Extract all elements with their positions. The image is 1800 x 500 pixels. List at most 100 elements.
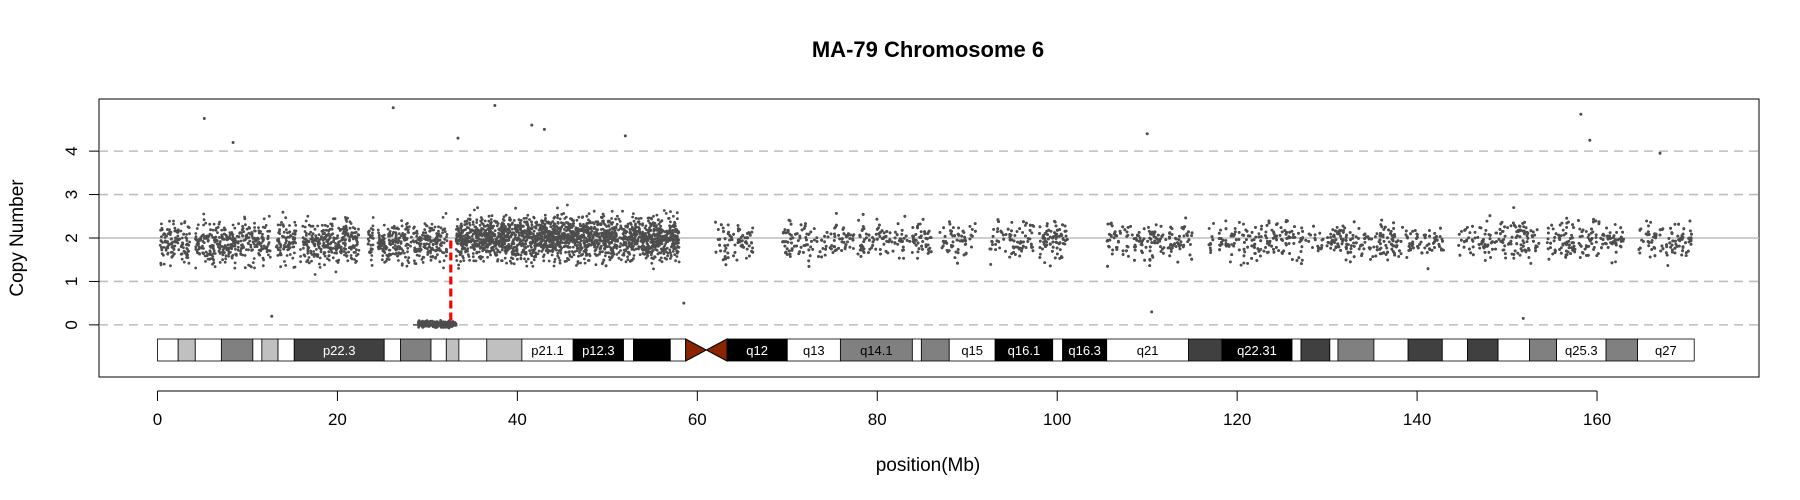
- data-point: [160, 252, 164, 256]
- data-point: [316, 236, 319, 240]
- data-point: [458, 253, 462, 257]
- data-point: [519, 224, 523, 227]
- data-point: [638, 253, 642, 256]
- data-point: [603, 239, 607, 243]
- data-point: [237, 222, 241, 226]
- data-point: [646, 254, 650, 258]
- data-point: [572, 224, 575, 228]
- data-point: [599, 215, 603, 219]
- data-point: [220, 233, 224, 237]
- data-point: [267, 253, 270, 257]
- data-point: [587, 259, 591, 262]
- data-point: [474, 259, 478, 263]
- data-point: [659, 256, 663, 260]
- data-point: [327, 254, 331, 257]
- data-point: [328, 235, 332, 238]
- data-point: [627, 236, 631, 240]
- data-point: [596, 253, 599, 257]
- data-point: [515, 226, 519, 230]
- data-point: [215, 242, 219, 246]
- data-point: [669, 210, 672, 214]
- data-point: [251, 240, 255, 244]
- data-point: [515, 244, 519, 247]
- data-point: [257, 240, 261, 244]
- data-point: [388, 242, 392, 246]
- data-point: [334, 237, 338, 240]
- data-point: [413, 259, 416, 263]
- ideogram-band: [1188, 338, 1223, 362]
- data-point: [231, 223, 235, 227]
- data-point: [311, 236, 314, 240]
- data-point: [662, 209, 666, 212]
- data-point: [421, 261, 425, 264]
- data-point: [350, 257, 354, 261]
- data-point: [445, 249, 448, 253]
- data-point: [188, 232, 191, 236]
- ideogram-band: [486, 338, 523, 362]
- data-point: [428, 226, 432, 230]
- data-point: [267, 243, 270, 246]
- data-point: [645, 239, 648, 243]
- data-point: [315, 248, 318, 251]
- data-point: [610, 222, 614, 226]
- data-point: [378, 238, 381, 242]
- data-point: [557, 243, 560, 246]
- data-point: [553, 238, 556, 242]
- data-point: [637, 235, 641, 239]
- data-point: [487, 225, 491, 229]
- data-point: [588, 235, 592, 238]
- data-point: [510, 261, 513, 265]
- data-point: [320, 235, 323, 239]
- data-point: [466, 253, 470, 256]
- data-point: [164, 248, 168, 252]
- data-point: [449, 321, 453, 324]
- data-point: [531, 251, 535, 255]
- data-point: [634, 216, 638, 220]
- data-point: [544, 249, 548, 253]
- data-point: [552, 241, 555, 245]
- data-point: [610, 239, 614, 243]
- data-point: [334, 242, 337, 245]
- data-point: [483, 246, 487, 250]
- data-point: [172, 222, 175, 226]
- data-point: [556, 206, 559, 210]
- data-point: [309, 249, 312, 253]
- data-point: [614, 217, 617, 221]
- data-point: [672, 214, 675, 218]
- data-point: [511, 221, 514, 225]
- data-point: [393, 244, 397, 247]
- data-point: [299, 255, 302, 258]
- data-point: [674, 227, 677, 231]
- data-point: [475, 221, 479, 224]
- data-point: [253, 266, 256, 270]
- data-point: [343, 253, 346, 257]
- data-point: [549, 225, 553, 229]
- data-point: [524, 260, 528, 263]
- data-point: [478, 247, 482, 250]
- data-point: [472, 259, 476, 263]
- data-point: [530, 261, 533, 265]
- data-point: [282, 230, 286, 234]
- data-point: [438, 260, 442, 264]
- data-point: [456, 218, 459, 221]
- data-point: [655, 248, 659, 252]
- data-point: [469, 230, 472, 234]
- data-point: [564, 244, 567, 248]
- data-point: [202, 241, 206, 245]
- data-point: [185, 239, 189, 242]
- data-point: [378, 236, 381, 240]
- data-point: [407, 261, 411, 264]
- data-point: [594, 228, 598, 231]
- data-point: [324, 228, 328, 232]
- data-point: [480, 218, 484, 221]
- data-point: [252, 257, 256, 260]
- data-point: [428, 245, 431, 249]
- data-point: [230, 232, 234, 236]
- data-point: [510, 256, 513, 260]
- data-point: [173, 244, 177, 248]
- ideogram-band: [458, 338, 488, 362]
- data-point: [632, 212, 635, 216]
- data-point: [622, 236, 625, 240]
- data-point: [291, 232, 295, 236]
- data-point: [649, 253, 653, 257]
